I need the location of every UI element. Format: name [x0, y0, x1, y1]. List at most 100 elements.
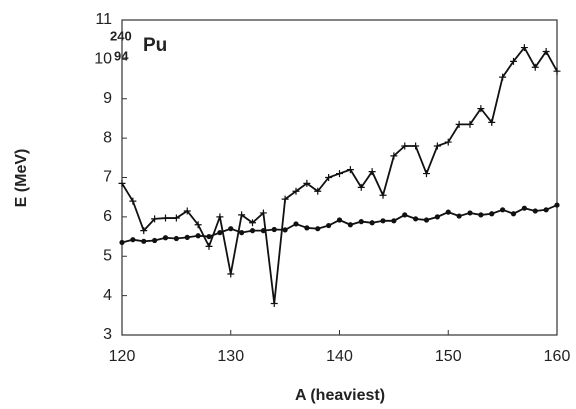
point-marker	[488, 118, 496, 126]
point-marker	[162, 214, 169, 222]
point-marker	[554, 202, 560, 208]
point-marker	[521, 205, 527, 211]
point-marker	[130, 237, 136, 243]
point-marker	[205, 242, 213, 250]
point-marker	[369, 220, 375, 226]
point-marker	[281, 195, 289, 203]
point-marker	[478, 212, 484, 218]
x-tick-label: 150	[435, 348, 462, 365]
point-marker	[553, 67, 561, 75]
point-marker	[390, 152, 398, 160]
point-marker	[346, 166, 354, 174]
point-marker	[402, 212, 408, 218]
point-marker	[129, 197, 137, 205]
y-axis-title: E (MeV)	[13, 149, 30, 208]
point-marker	[293, 221, 299, 227]
point-marker	[477, 105, 485, 113]
y-tick-label: 7	[103, 169, 112, 186]
point-marker	[466, 120, 474, 128]
point-marker	[118, 179, 126, 187]
point-marker	[542, 48, 550, 55]
point-marker	[445, 209, 451, 215]
x-tick-label: 160	[544, 348, 571, 365]
point-marker	[379, 191, 387, 199]
y-tick-label: 4	[103, 287, 112, 304]
point-marker	[434, 214, 440, 220]
y-tick-label: 10	[94, 51, 112, 68]
point-marker	[391, 218, 397, 224]
point-marker	[510, 211, 517, 217]
point-marker	[140, 227, 148, 235]
point-marker	[531, 63, 539, 71]
point-marker	[260, 228, 266, 234]
x-tick-label: 120	[109, 348, 136, 365]
point-marker	[282, 227, 288, 233]
point-marker	[489, 211, 495, 217]
point-marker	[543, 207, 549, 213]
x-tick-label: 140	[326, 348, 353, 365]
point-marker	[510, 57, 517, 65]
point-marker	[183, 207, 191, 215]
point-marker	[259, 209, 267, 217]
point-marker	[239, 230, 245, 236]
point-marker	[217, 230, 223, 236]
point-marker	[336, 170, 343, 178]
element-symbol: Pu	[143, 35, 167, 56]
point-marker	[314, 187, 322, 195]
point-marker	[216, 213, 224, 221]
x-tick-label: 130	[217, 348, 244, 365]
point-marker	[292, 187, 300, 195]
y-tick-label: 8	[103, 129, 112, 146]
point-marker	[532, 208, 538, 214]
point-marker	[326, 222, 332, 229]
point-marker	[412, 142, 420, 150]
point-marker	[423, 170, 430, 178]
point-marker	[303, 179, 311, 187]
point-marker	[227, 270, 235, 278]
point-marker	[500, 207, 506, 213]
point-marker	[172, 214, 180, 222]
point-marker	[455, 120, 463, 128]
point-marker	[184, 234, 190, 240]
point-marker	[315, 226, 321, 232]
point-marker	[347, 222, 353, 228]
point-marker	[467, 210, 473, 216]
point-marker	[270, 300, 278, 307]
point-marker	[423, 217, 430, 223]
point-marker	[173, 235, 179, 242]
point-marker	[358, 219, 364, 225]
y-tick-label: 11	[95, 11, 112, 28]
point-marker	[413, 216, 419, 222]
point-marker	[119, 239, 125, 246]
point-marker	[195, 233, 201, 239]
point-marker	[249, 228, 256, 234]
point-marker	[249, 219, 256, 227]
point-marker	[456, 213, 462, 219]
y-tick-label: 6	[103, 208, 112, 225]
point-marker	[444, 138, 452, 146]
point-marker	[228, 226, 234, 232]
plot-frame	[121, 19, 558, 336]
y-tick-label: 5	[103, 247, 112, 264]
point-marker	[152, 237, 158, 244]
y-tick-label: 9	[103, 90, 112, 107]
point-marker	[520, 44, 528, 52]
point-marker	[238, 211, 246, 219]
point-marker	[380, 218, 386, 224]
point-marker	[325, 174, 333, 181]
point-marker	[162, 235, 169, 241]
point-marker	[368, 168, 376, 176]
point-marker	[151, 215, 159, 223]
y-tick-label: 3	[103, 326, 112, 343]
point-marker	[433, 142, 441, 150]
point-marker	[401, 142, 409, 150]
point-marker	[141, 238, 147, 244]
point-marker	[304, 225, 310, 231]
point-marker	[357, 183, 365, 191]
point-marker	[206, 233, 212, 240]
point-marker	[336, 217, 343, 223]
point-marker	[499, 73, 507, 81]
x-axis-title: A (heaviest)	[295, 387, 385, 404]
mass-number: 240	[110, 28, 132, 43]
